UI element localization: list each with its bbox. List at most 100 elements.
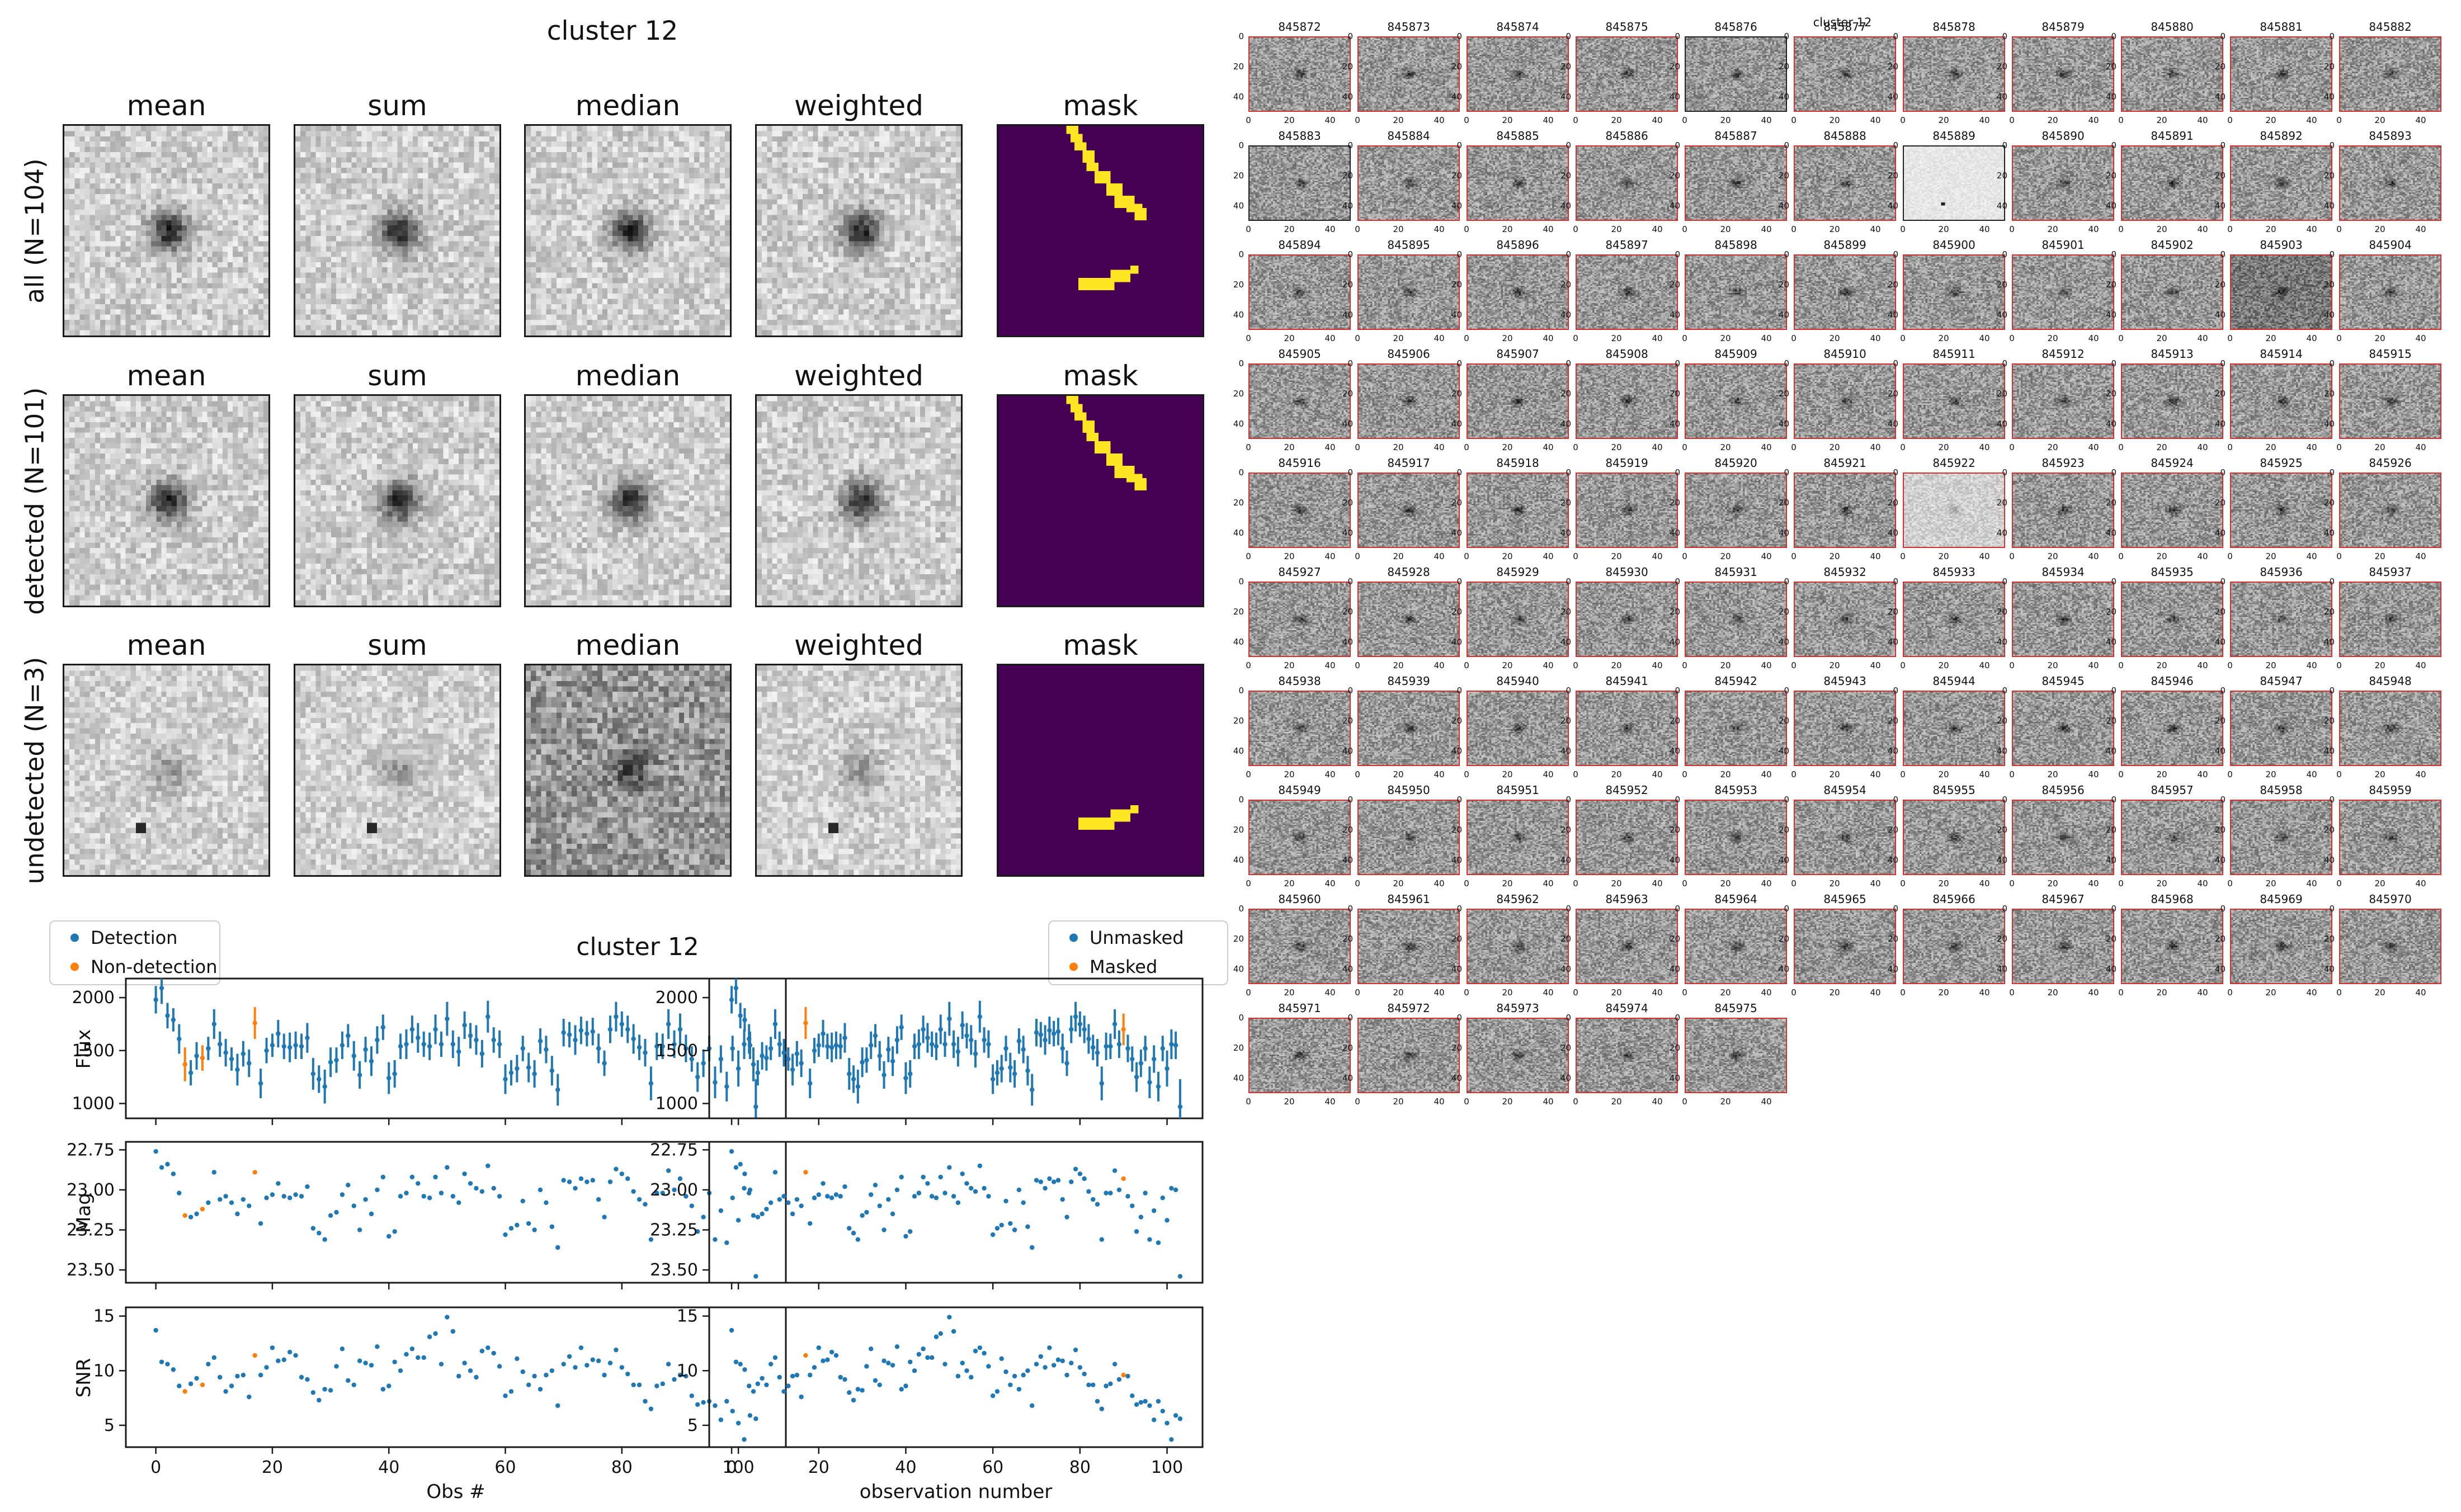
stamp-xtick: 0 — [1246, 442, 1251, 452]
stamp-ytick: 0 — [1238, 140, 1244, 150]
stamp-ytick: 20 — [1451, 498, 1462, 508]
stamp-ytick: 0 — [1456, 467, 1462, 478]
stamp-id: 845973 — [1496, 1001, 1539, 1015]
stamp-xtick: 20 — [1393, 769, 1404, 779]
stamp-xtick: 20 — [2265, 660, 2276, 670]
stamp-xtick: 40 — [1543, 333, 1554, 343]
stamp-ytick: 0 — [1784, 358, 1789, 368]
stamp-image — [1576, 254, 1678, 330]
stamp-xtick: 0 — [1682, 551, 1687, 561]
stamp-xtick: 40 — [1324, 878, 1336, 889]
stamp-id: 845924 — [2151, 456, 2194, 470]
stamp-image — [2339, 472, 2441, 548]
stamp-xtick: 0 — [1791, 878, 1797, 889]
legend-label: Masked — [1090, 956, 1158, 977]
stamp-image — [1357, 800, 1460, 875]
stamp-xtick: 40 — [1761, 1097, 1772, 1107]
stamp-ytick: 20 — [1996, 825, 2007, 835]
stamp-image — [1248, 691, 1351, 766]
stamp-ytick: 0 — [1675, 1013, 1680, 1023]
panel-header-median: median — [575, 89, 681, 122]
stamp-image — [2230, 145, 2332, 221]
stamp-xtick: 20 — [2156, 224, 2167, 234]
stamp-image — [1576, 472, 1678, 548]
svg-text:10: 10 — [93, 1361, 115, 1381]
stamp-image — [2339, 145, 2441, 221]
svg-text:1500: 1500 — [72, 1041, 115, 1061]
stamp-ytick: 20 — [1451, 389, 1462, 399]
stamp-image — [1467, 800, 1569, 875]
stamp-ytick: 20 — [1560, 280, 1571, 290]
panel-header-mean: mean — [126, 629, 206, 662]
stamp-ytick: 40 — [1560, 637, 1571, 647]
stamp-ytick: 20 — [1996, 607, 2007, 617]
stamp-ytick: 0 — [1238, 358, 1244, 368]
stamp-ytick: 20 — [1451, 62, 1462, 72]
stamp-ytick: 40 — [1887, 637, 1898, 647]
stamp-id: 845920 — [1714, 456, 1757, 470]
stamp-image — [2012, 363, 2114, 439]
stamp-ytick: 20 — [1451, 1043, 1462, 1053]
stamp-ytick: 20 — [1669, 389, 1680, 399]
panel-header-sum: sum — [367, 360, 427, 392]
stamp-ytick: 40 — [1342, 528, 1353, 538]
stamp-ytick: 40 — [2105, 637, 2116, 647]
stamp-ytick: 20 — [1887, 825, 1898, 835]
stamp-ytick: 20 — [1451, 607, 1462, 617]
stamp-ytick: 0 — [1238, 795, 1244, 805]
stamp-xtick: 40 — [1652, 115, 1663, 125]
stamp-id: 845963 — [1605, 892, 1648, 906]
stamp-xtick: 20 — [1720, 442, 1731, 452]
stamp-ytick: 40 — [1560, 746, 1571, 756]
stamp-id: 845901 — [2042, 238, 2085, 252]
stamp-ytick: 0 — [1675, 577, 1680, 587]
stamp-xtick: 40 — [1870, 224, 1881, 234]
stamp-xtick: 40 — [2306, 442, 2317, 452]
stamp-image — [1576, 36, 1678, 112]
stamp-xtick: 0 — [2118, 333, 2124, 343]
stamp-xtick: 40 — [2306, 551, 2317, 561]
stamp-ytick: 0 — [2111, 467, 2116, 478]
stamp-xtick: 0 — [1355, 987, 1360, 998]
stamp-ytick: 20 — [1887, 171, 1898, 181]
stamp-xtick: 0 — [1573, 551, 1578, 561]
stamp-ytick: 40 — [2214, 637, 2226, 647]
stamp-id: 845959 — [2369, 783, 2412, 797]
stamp-ytick: 0 — [1566, 358, 1571, 368]
stamp-ytick: 40 — [1233, 419, 1244, 429]
stamp-ytick: 20 — [1451, 825, 1462, 835]
stamp-ytick: 20 — [1451, 716, 1462, 726]
stamp-ytick: 40 — [1342, 637, 1353, 647]
stamp-xtick: 20 — [1829, 115, 1840, 125]
stamp-ytick: 40 — [1560, 855, 1571, 865]
stamp-id: 845972 — [1387, 1001, 1430, 1015]
stamp-xtick: 20 — [2047, 224, 2058, 234]
stamp-ytick: 40 — [2214, 855, 2226, 865]
stamp-xtick: 40 — [2197, 551, 2208, 561]
stamp-xtick: 20 — [1938, 333, 1949, 343]
stamp-id: 845892 — [2260, 129, 2303, 143]
stamp-xtick: 40 — [1543, 769, 1554, 779]
stamp-xtick: 40 — [2088, 878, 2099, 889]
stamp-image — [1903, 36, 2005, 112]
stamp-ytick: 40 — [1887, 964, 1898, 974]
svg-text:5: 5 — [687, 1416, 698, 1435]
stamp-xtick: 40 — [1324, 987, 1336, 998]
stamp-ytick: 20 — [1778, 607, 1789, 617]
stamp-ytick: 40 — [1451, 637, 1462, 647]
stamp-xtick: 20 — [2047, 333, 2058, 343]
stamp-image — [1685, 1018, 1787, 1093]
stamp-xtick: 40 — [2088, 115, 2099, 125]
masked-marker-icon — [1069, 962, 1078, 971]
stamp-xtick: 0 — [1464, 1097, 1469, 1107]
stamp-id: 845965 — [1823, 892, 1866, 906]
stamp-ytick: 40 — [1996, 637, 2007, 647]
stamp-xtick: 40 — [1870, 442, 1881, 452]
stamp-ytick: 40 — [2105, 419, 2116, 429]
stamp-xtick: 20 — [1720, 769, 1731, 779]
stamp-xtick: 0 — [1682, 1097, 1687, 1107]
stamp-xtick: 0 — [1573, 115, 1578, 125]
stamp-image — [2121, 909, 2223, 984]
stamp-xtick: 40 — [2088, 660, 2099, 670]
stamp-ytick: 40 — [1996, 201, 2007, 211]
